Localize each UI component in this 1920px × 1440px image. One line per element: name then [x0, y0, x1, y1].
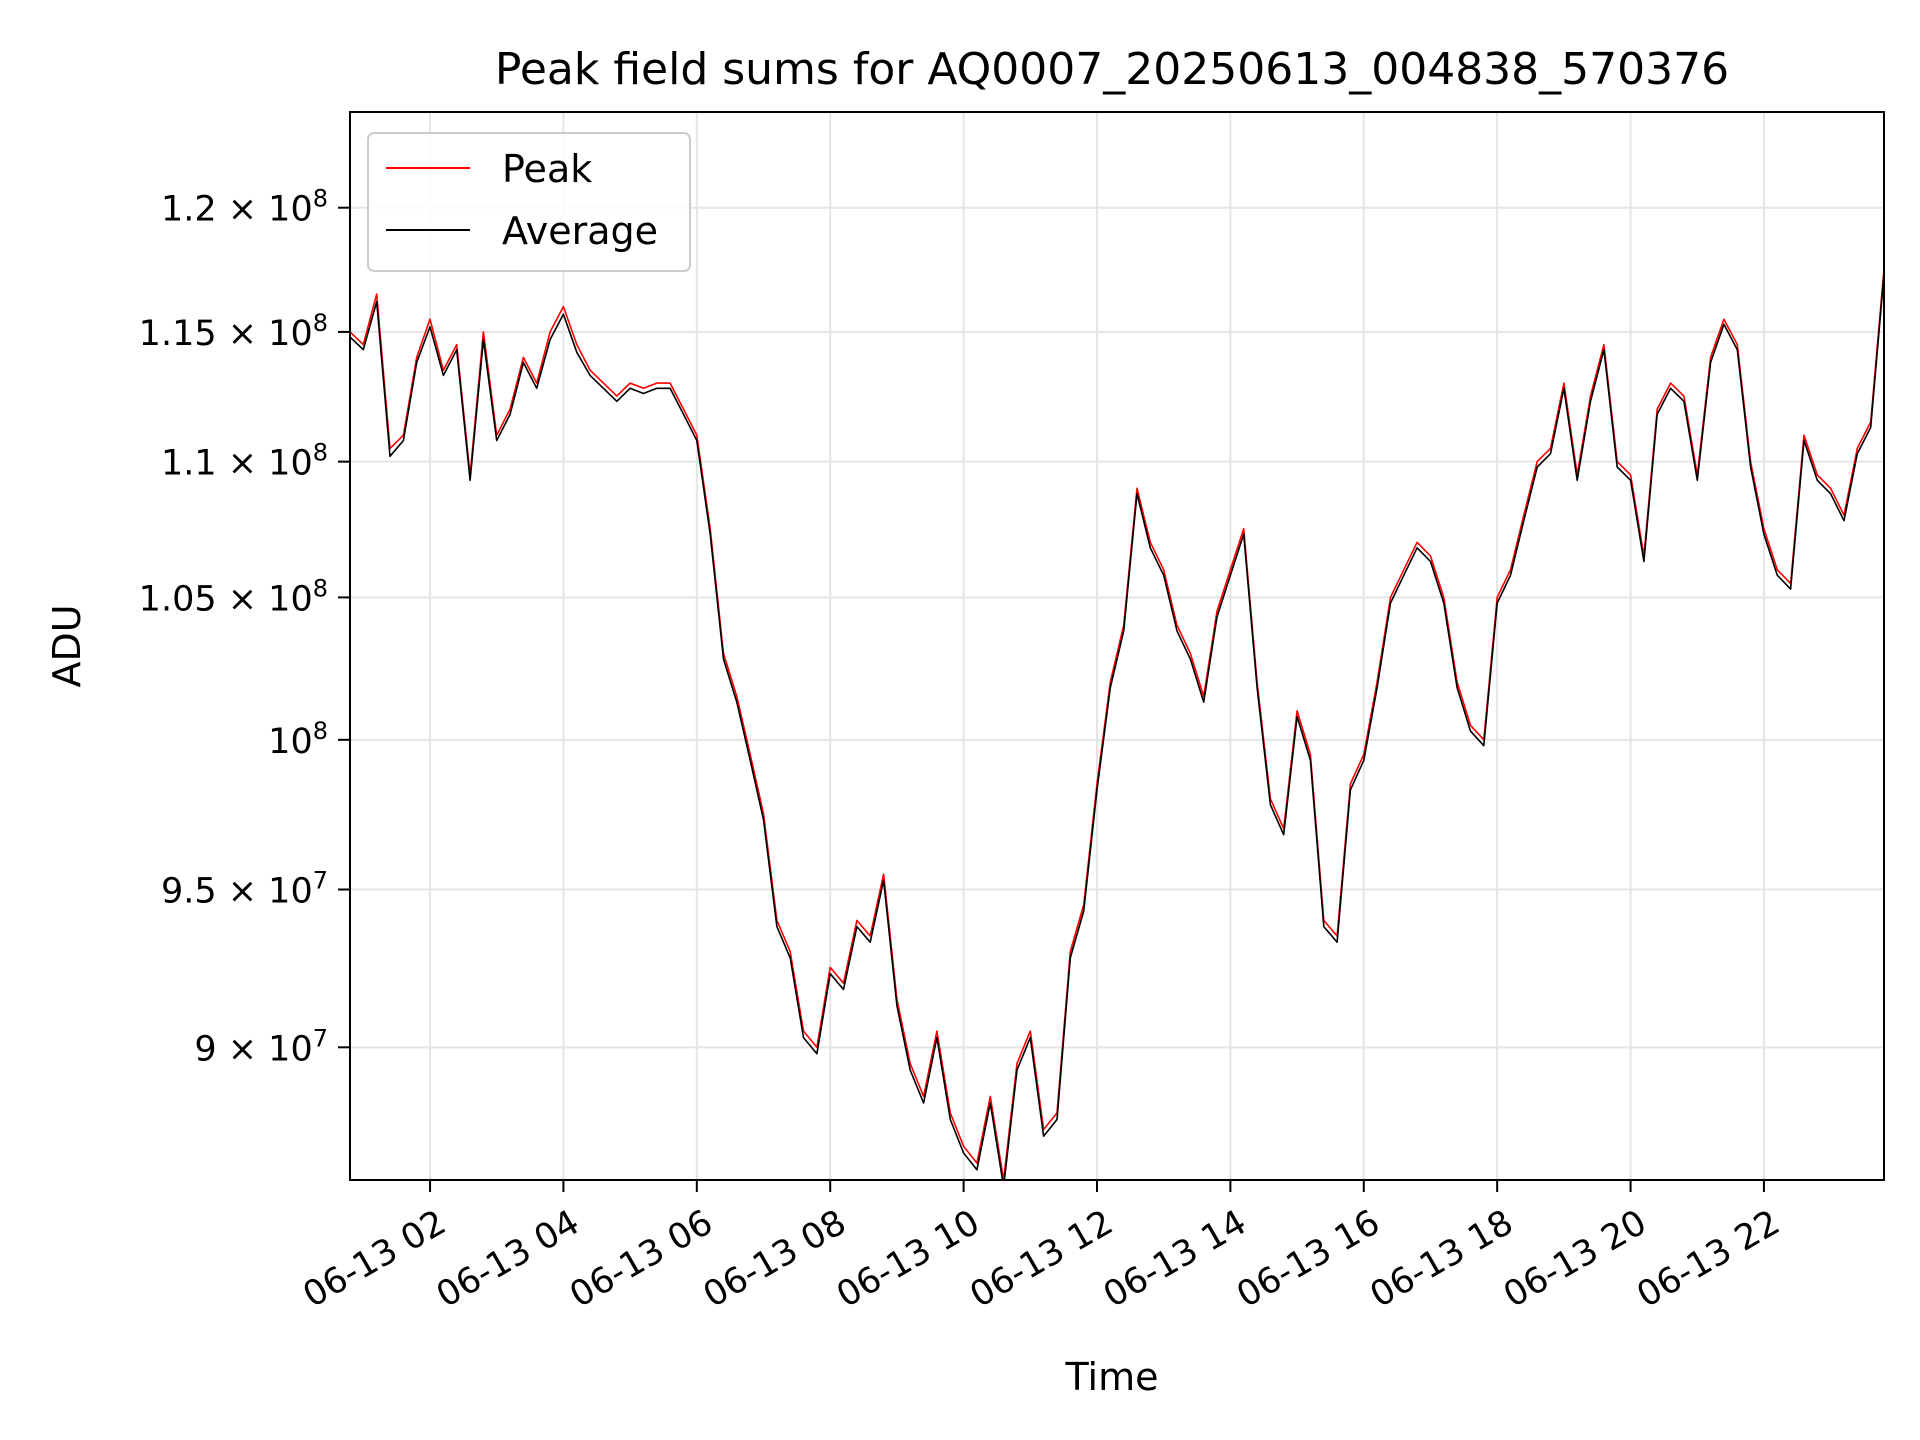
legend-label-average: Average [502, 209, 658, 253]
series-line-peak [350, 269, 1884, 1180]
data-series [350, 269, 1884, 1180]
y-axis-ticks: 9 × 107 9.5 × 107 108 1.05 × 108 1.1 × 108 1.… [139, 185, 350, 1069]
x-axis-label: Time [1065, 1355, 1159, 1399]
legend-label-peak: Peak [502, 147, 592, 191]
legend: Peak Average [367, 132, 691, 272]
y-tick-label: 1.1 × 108 [161, 439, 328, 484]
y-tick-label: 1.2 × 108 [161, 185, 328, 230]
series-line-average [350, 274, 1884, 1180]
y-tick-label: 1.15 × 108 [139, 309, 328, 354]
chart-title: Peak field sums for AQ0007_20250613_0048… [495, 44, 1729, 95]
y-tick-label: 9 × 107 [194, 1024, 328, 1069]
y-tick-label: 9.5 × 107 [161, 867, 328, 912]
y-axis-label: ADU [45, 604, 89, 687]
grid-lines [350, 112, 1884, 1180]
y-tick-label: 1.05 × 108 [139, 574, 328, 619]
y-tick-label: 108 [268, 717, 328, 762]
plot-frame [349, 111, 1885, 1181]
